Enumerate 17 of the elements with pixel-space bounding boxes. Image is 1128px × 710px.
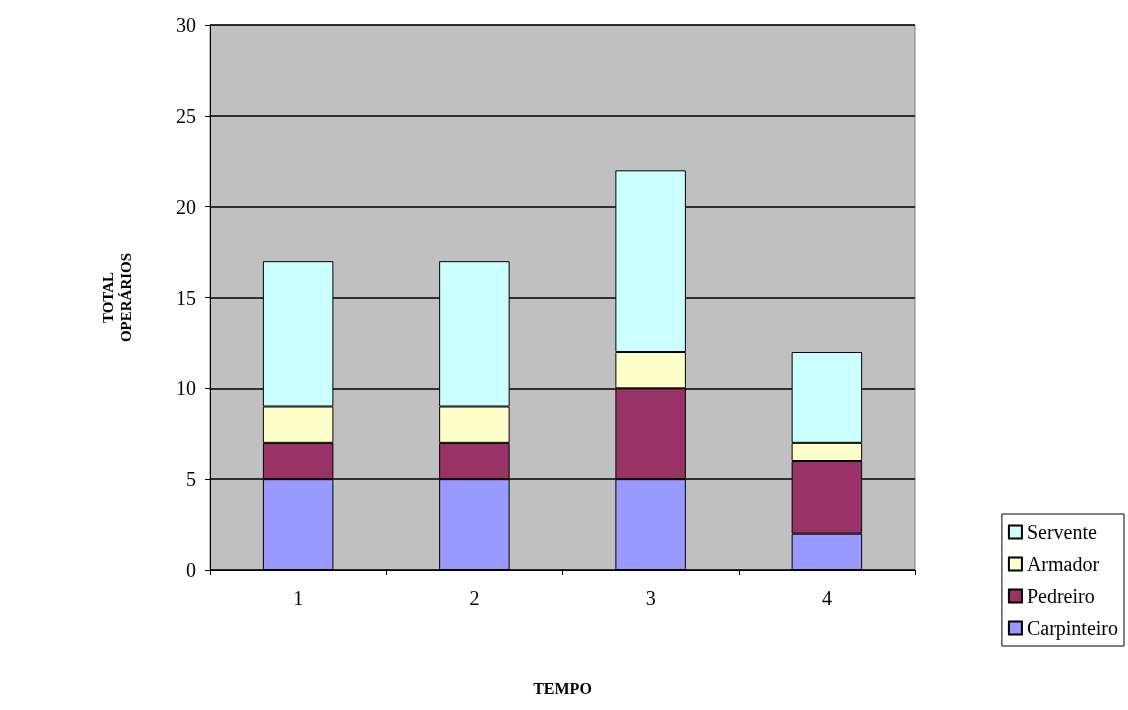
legend-label: Carpinteiro bbox=[1026, 617, 1119, 640]
legend-label: Armador bbox=[1026, 553, 1100, 575]
y-tick-label: 20 bbox=[176, 195, 196, 218]
x-tick-label: 3 bbox=[645, 587, 656, 609]
y-tick-label: 15 bbox=[176, 286, 196, 309]
y-tick-label: 5 bbox=[186, 468, 196, 491]
y-tick-label: 25 bbox=[176, 104, 196, 127]
x-tick-label: 2 bbox=[469, 587, 480, 609]
y-tick-label: 0 bbox=[186, 559, 196, 581]
y-tick-label: 10 bbox=[176, 377, 196, 400]
y-axis-title: TOTAL OPERÁRIOS bbox=[100, 252, 134, 343]
y-tick-label: 30 bbox=[176, 14, 196, 36]
x-tick-label: 1 bbox=[293, 587, 304, 609]
legend-label: Servente bbox=[1026, 521, 1098, 543]
legend-label: Pedreiro bbox=[1026, 585, 1095, 607]
x-tick-label: 4 bbox=[821, 587, 832, 609]
x-axis-title: TEMPO bbox=[533, 679, 592, 697]
